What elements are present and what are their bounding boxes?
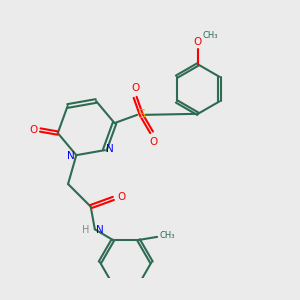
Text: CH₃: CH₃ — [202, 31, 218, 40]
Text: H: H — [82, 225, 89, 235]
Text: N: N — [96, 225, 104, 235]
Text: CH₃: CH₃ — [160, 231, 175, 240]
Text: N: N — [106, 144, 114, 154]
Text: O: O — [118, 192, 126, 203]
Text: O: O — [194, 37, 202, 47]
Text: N: N — [67, 151, 74, 161]
Text: O: O — [131, 83, 139, 93]
Text: O: O — [29, 125, 37, 135]
Text: O: O — [150, 136, 158, 147]
Text: S: S — [137, 108, 145, 121]
